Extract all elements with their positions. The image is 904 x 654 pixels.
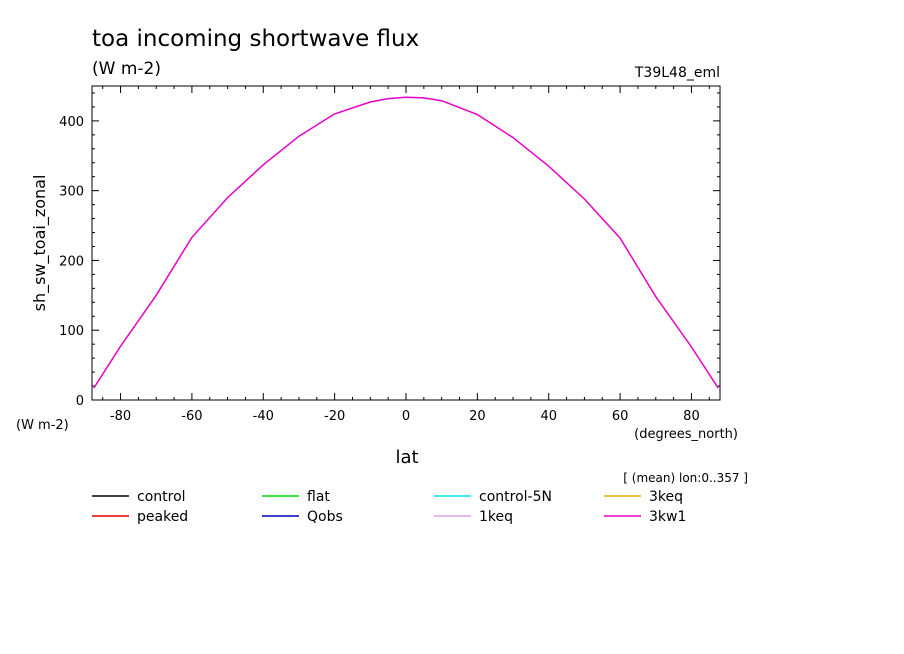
legend-label: 3keq: [649, 489, 683, 505]
x-tick-label: 40: [540, 409, 557, 424]
y-tick-label: 200: [59, 254, 84, 269]
y-tick-label: 300: [59, 185, 84, 200]
y-axis-label: sh_sw_toai_zonal: [30, 175, 50, 312]
x-tick-label: 20: [469, 409, 486, 424]
x-tick-label: -40: [253, 409, 274, 424]
legend-label: peaked: [137, 509, 188, 525]
legend-label: control-5N: [479, 489, 552, 505]
y-tick-label: 400: [59, 115, 84, 130]
y-tick-label: 0: [76, 394, 84, 409]
axis-ticks: -80 -60 -40 -20 0 20 40 60 80 0 100 200 300 400: [59, 86, 720, 424]
region-annotation: [ (mean) lon:0..357 ]: [623, 471, 748, 485]
series-line-3kw1: [93, 96, 719, 389]
legend-label: Qobs: [307, 509, 343, 525]
run-label: T39L48_eml: [634, 65, 720, 81]
chart-subtitle: (W m-2): [92, 59, 161, 79]
x-tick-label: -60: [181, 409, 202, 424]
x-tick-label: -80: [110, 409, 131, 424]
x-units-label: (degrees_north): [634, 427, 738, 442]
legend-label: control: [137, 489, 186, 505]
x-tick-label: 60: [612, 409, 629, 424]
x-tick-label: 80: [683, 409, 700, 424]
legend: control flat control-5N 3keq peaked Qobs 1keq 3…: [92, 489, 686, 525]
y-units-label: (W m-2): [16, 418, 69, 433]
x-axis-label: lat: [395, 447, 418, 468]
y-tick-label: 100: [59, 324, 84, 339]
series-lines: [93, 96, 719, 389]
legend-label: flat: [307, 489, 330, 505]
plot-frame: [91, 85, 721, 401]
legend-label: 3kw1: [649, 509, 686, 525]
x-tick-label: 0: [402, 409, 410, 424]
chart-title: toa incoming shortwave flux: [92, 26, 419, 52]
x-tick-label: -20: [324, 409, 345, 424]
legend-label: 1keq: [479, 509, 513, 525]
